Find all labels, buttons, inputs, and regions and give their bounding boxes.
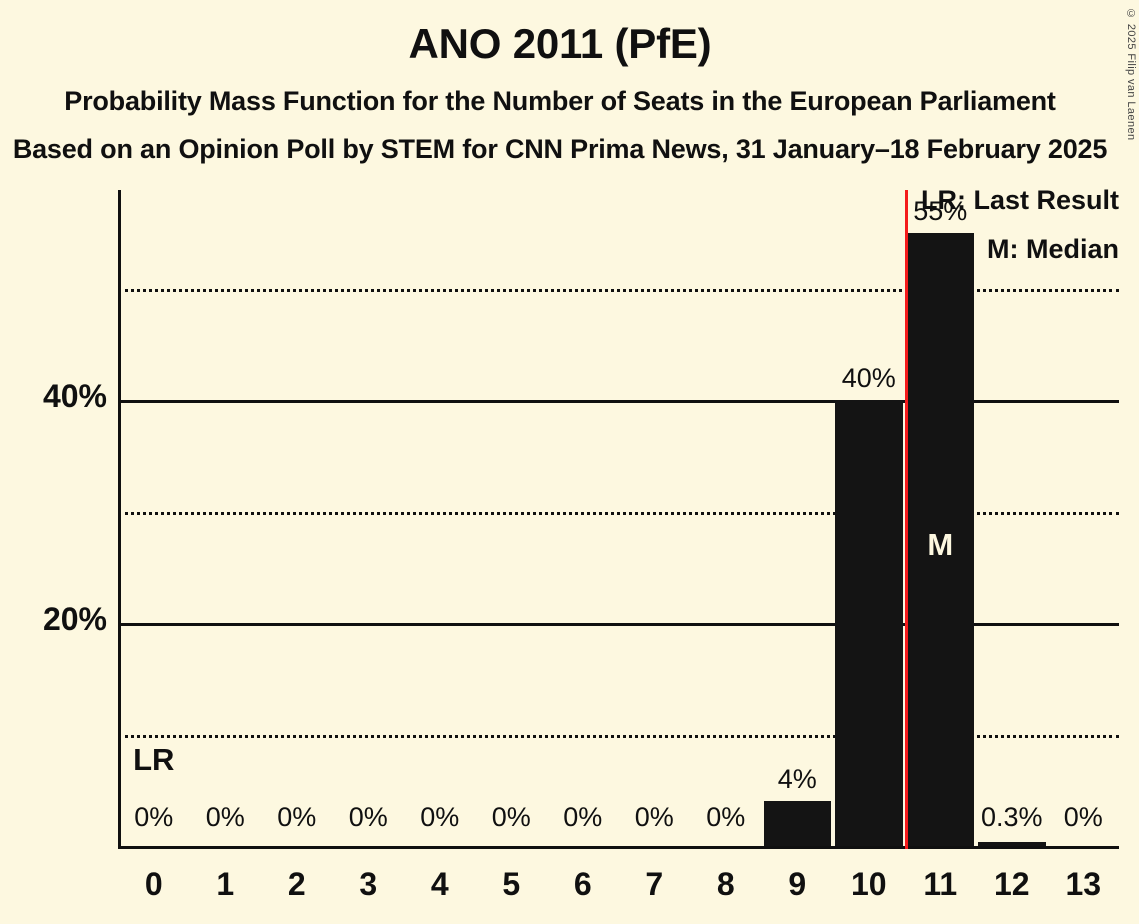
- x-axis-tick-label-6: 6: [573, 866, 592, 902]
- bar-value-label-0: 0%: [134, 802, 174, 832]
- x-axis-tick-label-0: 0: [144, 866, 163, 902]
- bar-value-label-12: 0.3%: [980, 802, 1043, 832]
- x-axis-line: [118, 846, 1119, 849]
- bar-value-label-8: 0%: [706, 802, 746, 832]
- bar-seat-12: [978, 842, 1046, 846]
- bar-value-label-9: 4%: [777, 764, 817, 795]
- gridline-30: [118, 511, 1119, 515]
- x-axis-tick-label-12: 12: [993, 866, 1030, 902]
- x-axis-tick-label-7: 7: [645, 866, 664, 902]
- chart-subtitle: Probability Mass Function for the Number…: [64, 86, 1056, 116]
- x-axis-tick-label-10: 10: [850, 866, 887, 902]
- y-axis-tick-label: 40%: [42, 378, 107, 414]
- bar-value-label-1: 0%: [205, 802, 245, 832]
- copyright-notice: © 2025 Filip van Laenen: [1125, 8, 1137, 141]
- x-axis-tick-label-3: 3: [359, 866, 378, 902]
- plot-area: [118, 190, 1119, 849]
- legend-median: M: Median: [987, 234, 1119, 264]
- x-axis-tick-label-2: 2: [287, 866, 306, 902]
- gridline-40: [118, 400, 1119, 403]
- bar-value-label-4: 0%: [420, 802, 460, 832]
- median-marker: M: [927, 527, 954, 562]
- bar-value-label-5: 0%: [491, 802, 531, 832]
- x-axis-tick-label-11: 11: [923, 866, 958, 902]
- bar-value-label-11: 55%: [913, 195, 968, 226]
- x-axis-tick-label-4: 4: [430, 866, 449, 902]
- bar-value-label-2: 0%: [277, 802, 317, 832]
- x-axis-tick-label-1: 1: [216, 866, 235, 902]
- bar-seat-10: [835, 400, 903, 846]
- last-result-marker: LR: [133, 742, 175, 777]
- bar-value-label-7: 0%: [634, 802, 674, 832]
- bar-value-label-3: 0%: [348, 802, 388, 832]
- chart-source: Based on an Opinion Poll by STEM for CNN…: [12, 134, 1108, 164]
- page-title: ANO 2011 (PfE): [408, 20, 712, 67]
- x-axis-tick-label-9: 9: [788, 866, 807, 902]
- y-axis-tick-label: 20%: [42, 601, 107, 637]
- bar-seat-11: [906, 232, 974, 846]
- legend-last-result: LR: Last Result: [920, 185, 1119, 215]
- gridline-50: [118, 288, 1119, 292]
- x-axis-tick-label-8: 8: [716, 866, 735, 902]
- bar-seat-9: [763, 801, 831, 846]
- y-axis-line: [118, 190, 121, 849]
- bar-value-label-10: 40%: [841, 363, 896, 393]
- bar-value-label-13: 0%: [1063, 802, 1103, 832]
- gridline-20: [118, 623, 1119, 626]
- bar-value-label-6: 0%: [563, 802, 603, 832]
- last-result-line: [904, 190, 908, 849]
- x-axis-tick-label-5: 5: [502, 866, 521, 902]
- x-axis-tick-label-13: 13: [1065, 866, 1102, 902]
- gridline-10: [118, 734, 1119, 738]
